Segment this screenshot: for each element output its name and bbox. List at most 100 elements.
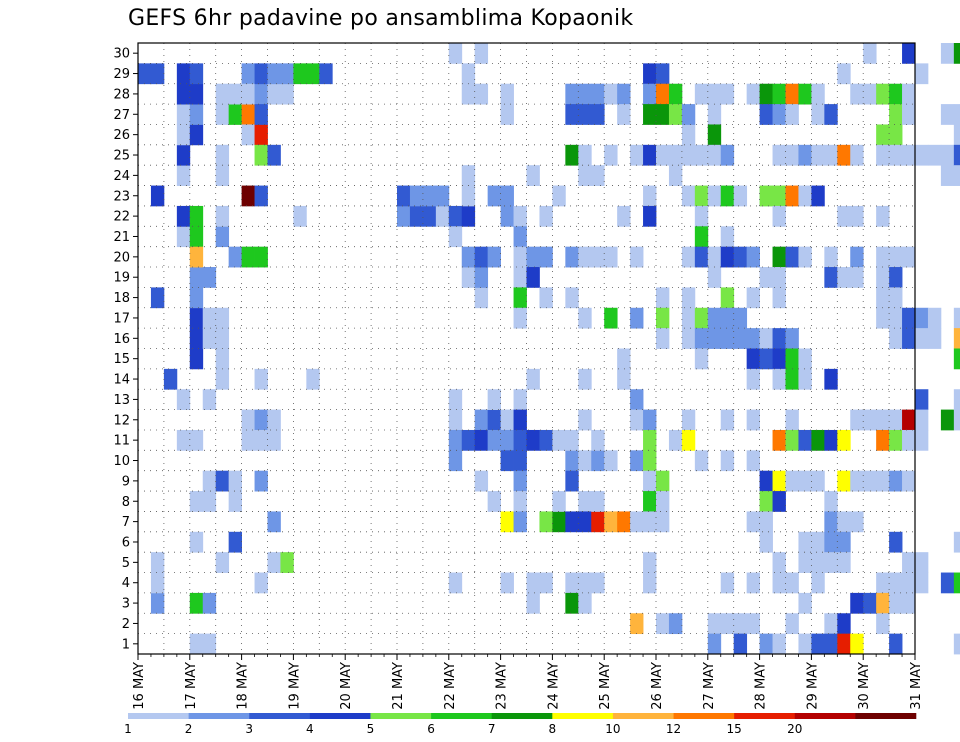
heatmap-cell [578,409,592,431]
y-tick-label: 24 [113,169,130,184]
y-tick-label: 4 [122,576,130,591]
heatmap-cell [448,450,463,472]
heatmap-cell [591,511,605,533]
heatmap-cell [863,592,877,614]
heatmap-cell [578,104,592,125]
heatmap-cell [785,368,799,390]
heatmap-cell [759,511,773,533]
heatmap-cell [254,470,268,492]
heatmap-cell [215,348,230,370]
heatmap-cell [306,368,320,390]
heatmap-cell [759,633,773,655]
heatmap-cell [889,144,903,166]
heatmap-cell [876,124,890,146]
heatmap-cell [656,83,670,105]
heatmap-cell [707,246,722,268]
heatmap-cell [746,450,760,472]
heatmap-cell [656,470,670,492]
heatmap-cell [720,144,735,166]
heatmap-cell [876,470,890,492]
heatmap-cell [837,63,851,85]
heatmap-cell [759,328,773,349]
heatmap-cell [953,389,960,410]
heatmap-cell [487,185,501,207]
heatmap-cell [591,83,605,105]
heatmap-cell [630,307,644,329]
heatmap-cell [604,511,618,533]
heatmap-cell [513,307,527,329]
heatmap-cell [215,307,230,329]
heatmap-cell [785,144,799,166]
y-tick-label: 12 [113,413,130,428]
heatmap-cell [863,83,877,105]
y-tick-label: 6 [122,535,130,550]
heatmap-cell [902,409,916,431]
heatmap-cell [656,287,670,309]
y-tick-label: 18 [113,291,130,306]
heatmap-cell [902,307,916,329]
heatmap-cell [565,429,579,451]
heatmap-cell [953,124,960,146]
y-tick-label: 9 [122,474,130,489]
heatmap-cell [746,287,760,309]
heatmap-cell [889,531,903,553]
heatmap-cell [643,470,657,492]
heatmap-cell [889,409,903,431]
heatmap-cell [254,246,268,268]
heatmap-cell [785,328,799,349]
heatmap-cell [435,185,450,207]
heatmap-cell [953,572,960,594]
heatmap-cell [746,511,760,533]
heatmap-cell [798,470,812,492]
heatmap-cell [202,328,217,349]
heatmap-cell [876,267,890,288]
y-tick-label: 1 [122,637,130,652]
heatmap-cell [578,491,592,512]
heatmap-cell [772,429,786,451]
heatmap-cell [500,429,514,451]
legend-label: 8 [548,722,556,736]
heatmap-cell [241,185,255,207]
heatmap-cell [681,307,696,329]
x-tick-label: 20 MAY [339,662,354,710]
heatmap-cell [565,450,579,472]
heatmap-cell [150,592,165,614]
heatmap-cell [759,104,773,125]
heatmap-cell [863,470,877,492]
heatmap-cell [241,63,255,85]
heatmap-cell [474,43,489,64]
heatmap-cell [513,511,527,533]
heatmap-cell [720,83,735,105]
heatmap-cell [280,63,294,85]
heatmap-cell [902,328,916,349]
heatmap-cell [617,205,631,227]
heatmap-cell [759,491,773,512]
x-tick-label: 25 MAY [598,662,613,710]
heatmap-cell [668,613,683,635]
heatmap-cell [448,205,463,227]
heatmap-cell [953,531,960,553]
heatmap-cell [772,572,786,594]
x-tick-label: 30 MAY [857,662,872,710]
heatmap-cell [319,63,333,85]
heatmap-cell [798,531,812,553]
y-axis: 1234567891011121314151617181920212223242… [113,47,138,652]
heatmap-cell [915,389,929,410]
heatmap-cell [720,307,735,329]
heatmap-cell [746,348,760,370]
heatmap-cell [241,83,255,105]
heatmap-cell [811,552,825,573]
x-tick-label: 19 MAY [287,662,302,710]
heatmap-cell [902,83,916,105]
heatmap-cell [772,104,786,125]
heatmap-cell [953,165,960,186]
heatmap-cell [513,205,527,227]
heatmap-cell [668,144,683,166]
heatmap-cell [526,267,540,288]
heatmap-cell [591,491,605,512]
heatmap-cell [422,205,437,227]
heatmap-cell [902,592,916,614]
heatmap-cell [474,287,489,309]
y-tick-label: 28 [113,87,130,102]
y-tick-label: 13 [113,393,130,408]
